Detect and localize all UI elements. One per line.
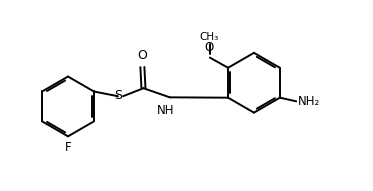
Text: NH: NH	[157, 104, 175, 117]
Text: CH₃: CH₃	[200, 32, 219, 42]
Text: F: F	[65, 142, 71, 155]
Text: S: S	[114, 89, 122, 102]
Text: O: O	[137, 49, 147, 62]
Text: NH₂: NH₂	[298, 95, 320, 108]
Text: O: O	[205, 41, 214, 54]
